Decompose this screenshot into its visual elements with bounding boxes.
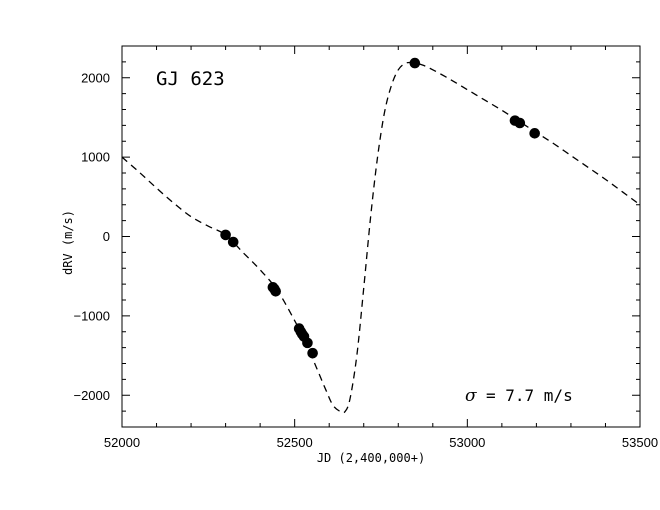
object-name-annotation: GJ 623 (156, 68, 225, 90)
sigma-annotation: = 7.7 m/s (486, 386, 573, 405)
axis-ticks (121, 45, 641, 428)
x-axis-label: JD (2,400,000+) (317, 451, 425, 465)
x-tick-label: 53500 (622, 435, 658, 450)
model-curve (122, 61, 640, 414)
y-tick-label: −2000 (73, 388, 110, 403)
plot-area (122, 57, 640, 414)
data-point (307, 347, 318, 359)
data-point (302, 337, 313, 349)
sigma-symbol: σ (465, 386, 477, 406)
data-point (514, 117, 526, 129)
y-tick-label: 2000 (81, 70, 110, 85)
data-point (227, 236, 239, 248)
x-tick-label: 52500 (277, 435, 313, 450)
data-point (529, 128, 540, 139)
data-point (409, 57, 421, 69)
y-tick-label: 0 (103, 229, 110, 244)
x-tick-label: 52000 (104, 435, 140, 450)
y-tick-label: −1000 (73, 308, 110, 323)
y-tick-label: 1000 (81, 150, 110, 165)
data-point (270, 285, 281, 297)
y-axis-label: dRV (m/s) (61, 210, 75, 275)
x-tick-label: 53000 (449, 435, 485, 450)
plot-frame (121, 45, 641, 428)
data-point (220, 229, 231, 241)
tick-labels: 52000 52500 53000 53500 −2000 −1000 0 1000 2000 (73, 70, 658, 450)
